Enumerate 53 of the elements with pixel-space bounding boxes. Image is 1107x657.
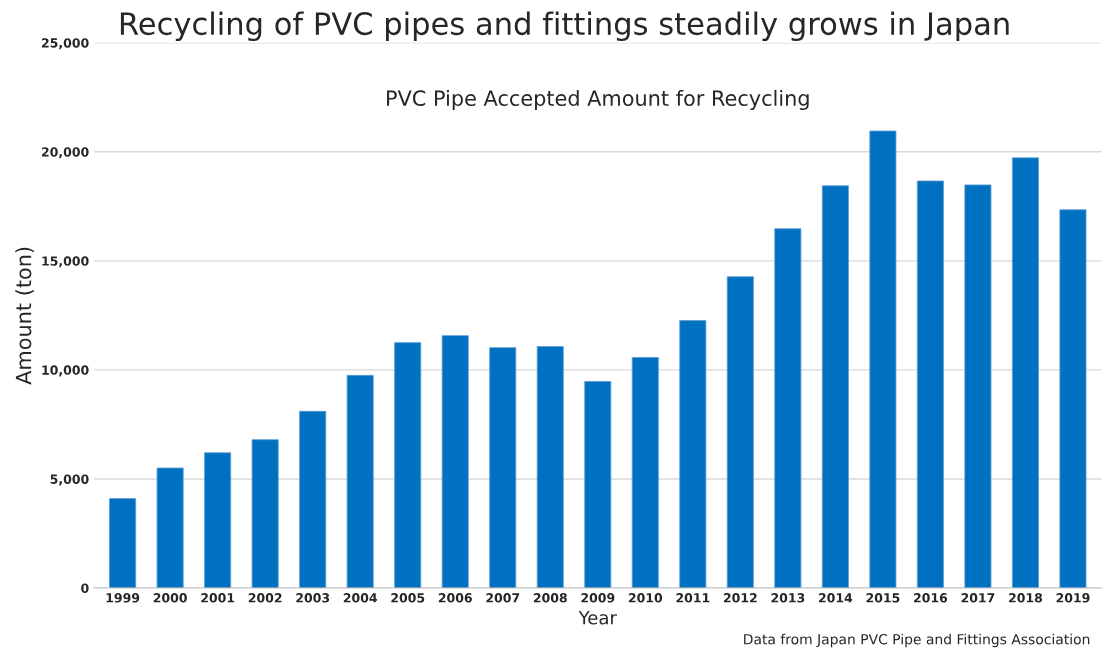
y-tick-label: 15,000 [42, 256, 89, 268]
text: Data from Japan PVC Pipe and Fittings Association [744, 633, 1090, 648]
bar [774, 228, 802, 589]
bar [1059, 209, 1087, 589]
bar [916, 180, 944, 589]
bar [631, 357, 659, 589]
bar [1011, 157, 1039, 589]
x-axis-title: Year [578, 611, 617, 625]
x-tick-label: 2008 [533, 593, 567, 603]
bar [346, 374, 374, 589]
x-tick-label: 1999 [106, 593, 140, 603]
x-tick-label: 2013 [771, 593, 805, 603]
x-tick-label: 2004 [343, 593, 378, 603]
y-tick-label: 20,000 [41, 147, 89, 159]
x-tick-label: 2006 [438, 593, 472, 603]
bar [204, 452, 232, 589]
x-tick-label: 2019 [1056, 593, 1090, 603]
bar [869, 130, 897, 589]
bar [584, 381, 612, 589]
y-tick-label: 25,000 [41, 38, 89, 50]
y-tick-label: 10,000 [42, 365, 89, 377]
x-tick-label: 2015 [866, 593, 900, 603]
x-tick-label: 2018 [1009, 593, 1043, 603]
y-axis-title: Amount (ton) [15, 247, 34, 385]
x-tick-label: 2009 [581, 593, 615, 603]
bar [536, 346, 564, 589]
bar [489, 347, 517, 589]
bar [299, 410, 327, 589]
x-tick-label: 2016 [914, 593, 948, 603]
text: PVC Pipe Accepted Amount for Recycling [387, 89, 809, 111]
x-tick-label: 2011 [676, 593, 710, 603]
bar [441, 335, 469, 589]
bar [156, 467, 184, 589]
x-tick-label: 2012 [723, 593, 757, 603]
x-tick-label: 2001 [201, 593, 235, 603]
x-tick-label: 2010 [628, 593, 663, 603]
y-tick-label: 5,000 [50, 474, 89, 486]
x-tick-label: 2002 [248, 593, 282, 603]
x-tick-label: 2003 [296, 593, 330, 603]
bar [964, 184, 992, 589]
x-tick-label: 2007 [486, 593, 520, 603]
x-tick-label: 2000 [153, 593, 187, 603]
x-tick-label: 2005 [391, 593, 425, 603]
chart-title: Recycling of PVC pipes and fittings steadily grows in Japan [120, 11, 1009, 42]
bar [726, 276, 754, 589]
x-tick-label: 2014 [818, 593, 853, 603]
bar [679, 320, 707, 589]
x-tick-label: 2017 [961, 593, 995, 603]
bar [821, 185, 849, 589]
y-tick-label: 0 [81, 583, 89, 593]
bar [251, 439, 279, 589]
bar [394, 342, 422, 589]
bar [109, 498, 137, 589]
